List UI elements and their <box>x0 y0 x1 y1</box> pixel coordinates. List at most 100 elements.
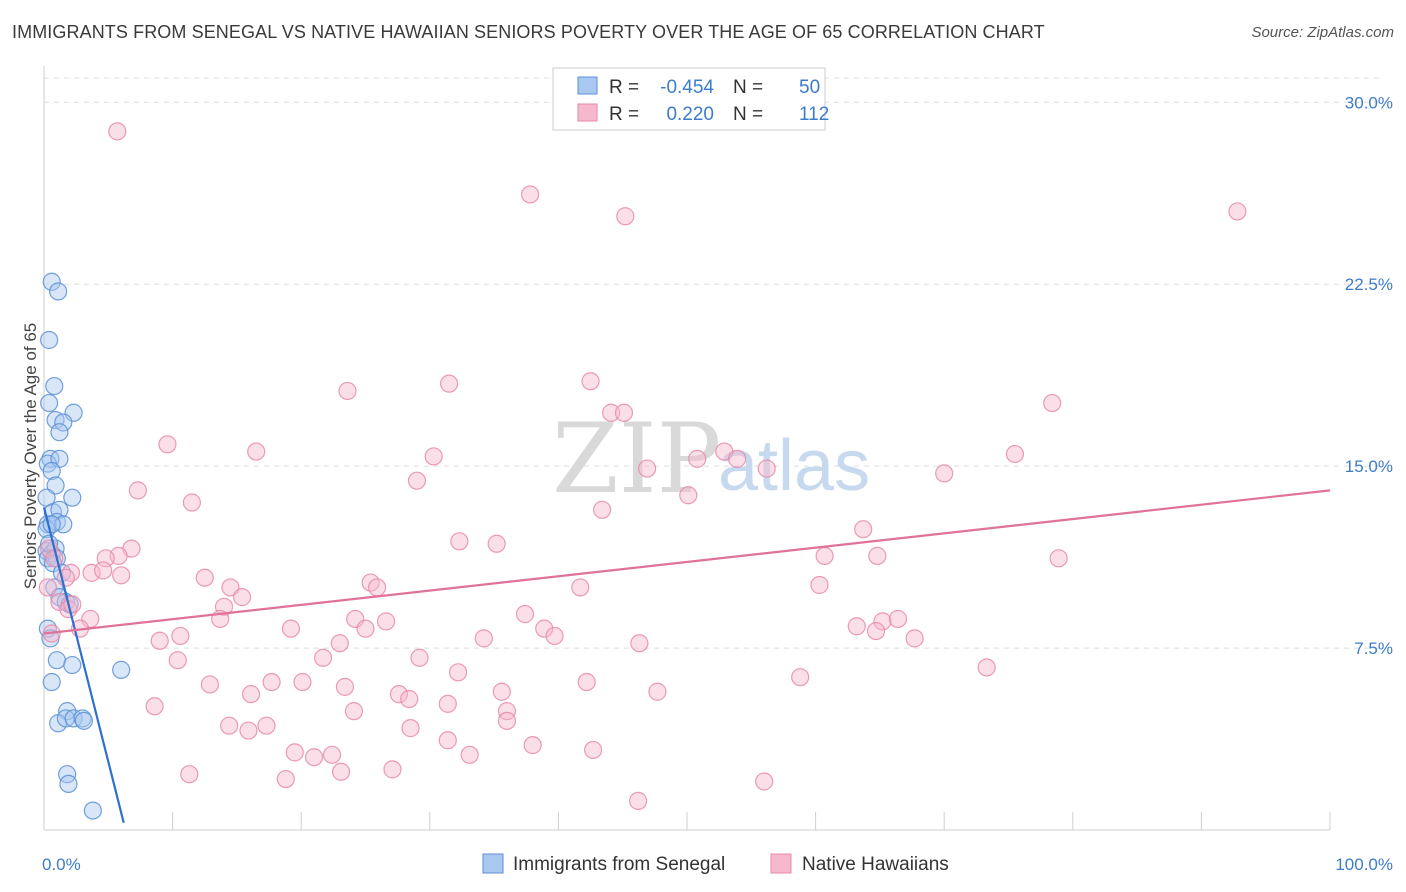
hawaiian-point-104 <box>383 760 402 779</box>
x-tick-label-1: 100.0% <box>1335 855 1393 874</box>
hawaiian-point-93 <box>220 716 239 735</box>
hawaiian-point-71 <box>905 629 924 648</box>
hawaiian-point-91 <box>497 702 517 721</box>
chart-title: IMMIGRANTS FROM SENEGAL VS NATIVE HAWAII… <box>12 22 1045 42</box>
legend-swatch-senegal-bottom <box>482 853 504 874</box>
hawaiian-point-73 <box>313 648 333 667</box>
watermark: ZIP atlas <box>552 403 870 515</box>
hawaiian-point-2 <box>616 207 635 226</box>
hawaiian-point-10 <box>158 435 177 454</box>
hawaiian-point-76 <box>577 672 596 692</box>
legend-swatch-hawaiian <box>577 103 598 122</box>
hawaiian-point-74 <box>410 648 429 667</box>
hawaiian-point-22 <box>182 493 201 512</box>
senegal-point-12 <box>42 461 61 481</box>
trend-lines <box>42 489 1331 823</box>
hawaiian-point-80 <box>262 672 281 692</box>
senegal-point-0 <box>42 272 61 291</box>
senegal-point-8 <box>50 423 69 442</box>
hawaiian-point-68 <box>330 634 349 653</box>
hawaiian-point-108 <box>755 772 774 791</box>
hawaiian-point-84 <box>438 694 457 713</box>
legend-swatch-senegal <box>577 76 598 95</box>
hawaiian-point-4 <box>439 374 459 393</box>
hawaiian-point-34 <box>815 546 834 565</box>
hawaiian-point-33 <box>1049 549 1068 568</box>
hawaiian-point-87 <box>241 685 261 704</box>
hawaiian-point-26 <box>450 532 469 551</box>
hawaiian-point-12 <box>424 447 443 466</box>
senegal-point-3 <box>45 376 64 396</box>
hawaiian-point-75 <box>448 663 468 682</box>
hawaiian-point-14 <box>728 449 747 468</box>
y-tick-label-0: 7.5% <box>1354 639 1393 658</box>
y-tick-label-3: 30.0% <box>1345 93 1393 112</box>
hawaiian-trend-line <box>43 489 1331 635</box>
x-tick-label-0: 0.0% <box>42 855 81 874</box>
senegal-point-13 <box>46 476 65 495</box>
hawaiian-point-98 <box>523 735 542 755</box>
hawaiian-point-23 <box>679 486 698 505</box>
legend-box <box>552 67 826 131</box>
hawaiian-point-77 <box>791 668 810 687</box>
hawaiian-point-101 <box>304 748 324 767</box>
correlation-legend: R = -0.454 N = 50 R = 0.220 N = 112 <box>552 67 829 131</box>
senegal-point-47 <box>59 774 78 794</box>
hawaiian-point-102 <box>322 745 342 764</box>
hawaiian-point-61 <box>281 619 301 638</box>
hawaiian-point-17 <box>638 459 657 478</box>
hawaiian-point-51 <box>232 588 252 607</box>
hawaiian-point-62 <box>356 619 375 638</box>
hawaiian-point-27 <box>487 534 506 553</box>
legend-n-label: N = <box>733 77 763 98</box>
hawaiian-point-66 <box>150 631 169 650</box>
hawaiian-point-58 <box>847 617 866 636</box>
hawaiian-point-37 <box>82 563 101 582</box>
hawaiian-point-69 <box>474 629 493 648</box>
hawaiian-point-44 <box>367 578 387 597</box>
hawaiian-point-83 <box>389 685 409 704</box>
legend-n-label: N = <box>733 104 763 125</box>
senegal-point-2 <box>40 330 59 350</box>
hawaiian-point-19 <box>935 464 954 483</box>
hawaiian-point-46 <box>810 575 829 595</box>
y-axis-title: Seniors Poverty Over the Age of 65 <box>21 323 40 589</box>
senegal-point-7 <box>54 413 73 432</box>
hawaiian-point-45 <box>571 578 590 597</box>
hawaiian-point-95 <box>401 719 420 738</box>
senegal-point-4 <box>40 393 59 413</box>
legend-r-value-hawaiian: 0.220 <box>666 104 714 125</box>
hawaiian-point-57 <box>515 605 535 624</box>
legend-n-value-hawaiian: 112 <box>799 104 829 125</box>
y-tick-label-1: 15.0% <box>1345 457 1393 476</box>
hawaiian-point-8 <box>614 403 634 422</box>
hawaiian-point-42 <box>221 578 240 597</box>
hawaiian-point-81 <box>293 672 312 692</box>
senegal-point-48 <box>83 801 102 820</box>
senegal-point-15 <box>63 488 82 507</box>
hawaiian-point-99 <box>584 740 603 760</box>
hawaiian-point-36 <box>61 563 81 582</box>
hawaiian-point-1 <box>521 185 540 204</box>
hawaiian-point-78 <box>977 658 996 677</box>
hawaiian-point-11 <box>247 442 266 461</box>
senegal-point-1 <box>49 282 68 301</box>
hawaiian-point-16 <box>757 459 776 478</box>
hawaiian-point-85 <box>492 682 511 701</box>
hawaiian-point-105 <box>180 765 199 784</box>
legend-n-value-senegal: 50 <box>799 77 820 98</box>
y-tick-label-2: 22.5% <box>1345 275 1393 294</box>
hawaiian-point-88 <box>145 697 164 716</box>
legend-r-value-senegal: -0.454 <box>660 77 714 98</box>
hawaiian-point-20 <box>1005 444 1025 464</box>
hawaiian-point-47 <box>38 578 57 597</box>
source-credit: Source: ZipAtlas.com <box>1251 24 1394 41</box>
hawaiian-point-63 <box>535 619 554 638</box>
legend-label-senegal: Immigrants from Senegal <box>513 854 725 875</box>
hawaiian-point-60 <box>888 609 908 629</box>
legend-r-label: R = <box>609 104 639 125</box>
hawaiian-point-72 <box>168 651 187 670</box>
x-tick-labels: 0.0% 100.0% <box>42 855 1393 874</box>
hawaiian-point-7 <box>602 403 621 422</box>
